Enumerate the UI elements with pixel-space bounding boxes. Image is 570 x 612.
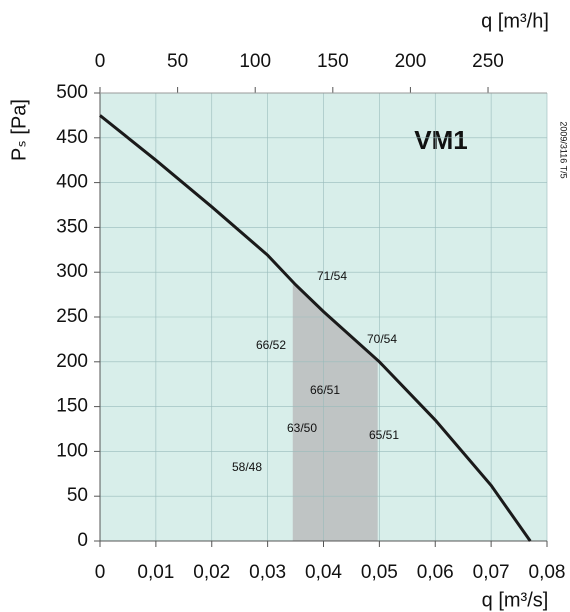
- x-tick-label: 0,04: [305, 562, 342, 583]
- y-tick-label: 150: [56, 396, 88, 417]
- annotation: 65/51: [369, 428, 399, 442]
- y-axis-title: Pₛ [Pa]: [8, 99, 30, 161]
- annotation: 70/54: [367, 332, 397, 346]
- y-tick-label: 350: [56, 216, 88, 237]
- x-axis-title: q [m³/s]: [482, 589, 549, 611]
- annotation: 71/54: [317, 269, 347, 283]
- x2-tick-label: 50: [167, 51, 188, 72]
- annotation: 66/52: [256, 338, 286, 352]
- x2-tick-label: 200: [395, 51, 427, 72]
- y-tick-label: 450: [56, 127, 88, 148]
- x-tick-label: 0,02: [193, 562, 230, 583]
- x-tick-label: 0,08: [529, 562, 566, 583]
- x-tick-label: 0,01: [137, 562, 174, 583]
- x2-tick-label: 150: [317, 51, 349, 72]
- chart-title: VM1: [414, 125, 467, 155]
- x-tick-label: 0,03: [249, 562, 286, 583]
- annotation: 58/48: [232, 460, 262, 474]
- y-tick-label: 250: [56, 306, 88, 327]
- x2-tick-label: 100: [239, 51, 271, 72]
- x-tick-label: 0,07: [473, 562, 510, 583]
- y-tick-label: 50: [67, 485, 88, 506]
- y-tick-label: 400: [56, 172, 88, 193]
- y-tick-label: 300: [56, 261, 88, 282]
- shaded-range: [292, 281, 378, 541]
- curve: [99, 114, 532, 542]
- x-tick-label: 0,06: [417, 562, 454, 583]
- x2-axis-title: q [m³/h]: [481, 10, 549, 32]
- x-tick-label: 0: [95, 562, 106, 583]
- y-tick-label: 0: [77, 530, 88, 551]
- drawing-code: 2009/3116 T/5: [559, 121, 569, 178]
- y-tick-label: 100: [56, 440, 88, 461]
- y-tick-label: 200: [56, 351, 88, 372]
- annotation: 66/51: [310, 383, 340, 397]
- annotation: 63/50: [287, 421, 317, 435]
- x2-tick-label: 250: [472, 51, 504, 72]
- x2-tick-label: 0: [95, 51, 106, 72]
- x-tick-label: 0,05: [361, 562, 398, 583]
- y-tick-label: 500: [56, 82, 88, 103]
